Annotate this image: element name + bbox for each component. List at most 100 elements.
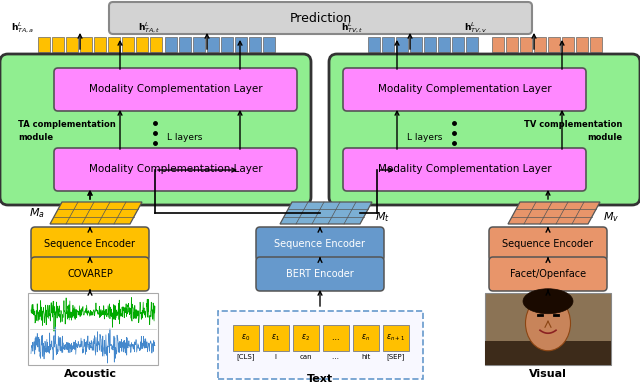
Text: BERT Encoder: BERT Encoder <box>286 269 354 279</box>
Bar <box>232 325 259 351</box>
Bar <box>249 37 261 52</box>
Bar <box>235 37 247 52</box>
Text: Facet/Openface: Facet/Openface <box>510 269 586 279</box>
Text: TA complementation: TA complementation <box>18 120 116 129</box>
Bar <box>108 37 120 52</box>
Ellipse shape <box>523 289 573 314</box>
Bar <box>122 37 134 52</box>
FancyBboxPatch shape <box>54 68 297 111</box>
Text: $\varepsilon_0$: $\varepsilon_0$ <box>241 333 250 343</box>
FancyBboxPatch shape <box>489 227 607 261</box>
Bar <box>323 325 349 351</box>
Text: Modality Complementation Layer: Modality Complementation Layer <box>378 164 551 175</box>
Text: Text: Text <box>307 374 333 384</box>
Text: Modality Complementation Layer: Modality Complementation Layer <box>378 84 551 94</box>
Bar <box>221 37 233 52</box>
Bar <box>94 37 106 52</box>
Bar <box>548 37 560 52</box>
Text: $\cdots$: $\cdots$ <box>332 354 340 360</box>
FancyBboxPatch shape <box>109 2 532 34</box>
Text: L layers: L layers <box>406 134 442 142</box>
Bar <box>410 37 422 52</box>
Bar <box>534 37 546 52</box>
Bar <box>292 325 319 351</box>
Bar <box>136 37 148 52</box>
Bar <box>80 37 92 52</box>
FancyBboxPatch shape <box>343 148 586 191</box>
Text: $M_v$: $M_v$ <box>603 210 620 224</box>
Text: $\mathbf{h}^L_{TA,t}$: $\mathbf{h}^L_{TA,t}$ <box>138 20 161 35</box>
Bar <box>179 37 191 52</box>
Bar <box>396 37 408 52</box>
Bar <box>353 325 378 351</box>
Text: $\varepsilon_2$: $\varepsilon_2$ <box>301 333 310 343</box>
Text: hit: hit <box>361 354 370 360</box>
Text: [CLS]: [CLS] <box>236 354 255 360</box>
Text: $M_t$: $M_t$ <box>375 210 390 224</box>
Text: Sequence Encoder: Sequence Encoder <box>45 239 136 249</box>
Bar <box>492 37 504 52</box>
Bar <box>452 37 464 52</box>
Bar <box>66 37 78 52</box>
Text: $\mathbf{h}^L_{TV,v}$: $\mathbf{h}^L_{TV,v}$ <box>464 20 488 35</box>
FancyBboxPatch shape <box>31 257 149 291</box>
Bar <box>193 37 205 52</box>
Text: Sequence Encoder: Sequence Encoder <box>275 239 365 249</box>
Bar <box>262 325 289 351</box>
Text: L layers: L layers <box>167 134 202 142</box>
Text: $\varepsilon_n$: $\varepsilon_n$ <box>361 333 370 343</box>
Text: $\cdots$: $\cdots$ <box>331 334 340 342</box>
FancyBboxPatch shape <box>489 257 607 291</box>
Text: $M_a$: $M_a$ <box>29 206 45 220</box>
Text: [SEP]: [SEP] <box>387 354 404 360</box>
Bar <box>506 37 518 52</box>
Bar <box>368 37 380 52</box>
Text: Modality Complementation Layer: Modality Complementation Layer <box>89 164 262 175</box>
Bar <box>562 37 574 52</box>
FancyBboxPatch shape <box>256 257 384 291</box>
Bar <box>382 37 394 52</box>
Bar <box>424 37 436 52</box>
Bar <box>383 325 408 351</box>
Text: Prediction: Prediction <box>289 12 351 24</box>
Bar <box>466 37 478 52</box>
Ellipse shape <box>525 296 570 351</box>
Bar <box>520 37 532 52</box>
Bar <box>263 37 275 52</box>
FancyBboxPatch shape <box>256 227 384 261</box>
Polygon shape <box>50 202 142 224</box>
Bar <box>38 37 50 52</box>
Text: module: module <box>18 133 53 142</box>
Text: Acoustic: Acoustic <box>63 369 116 379</box>
Text: $\mathbf{h}^L_{TV,t}$: $\mathbf{h}^L_{TV,t}$ <box>341 20 364 35</box>
Bar <box>218 311 423 379</box>
Text: Sequence Encoder: Sequence Encoder <box>502 239 593 249</box>
Polygon shape <box>280 202 372 224</box>
Text: I: I <box>275 354 276 360</box>
Bar <box>590 37 602 52</box>
Polygon shape <box>508 202 600 224</box>
Text: can: can <box>299 354 312 360</box>
Text: $\varepsilon_{n+1}$: $\varepsilon_{n+1}$ <box>386 333 405 343</box>
Text: module: module <box>587 133 622 142</box>
Text: $\varepsilon_1$: $\varepsilon_1$ <box>271 333 280 343</box>
Bar <box>28 293 158 365</box>
FancyBboxPatch shape <box>31 227 149 261</box>
Bar <box>207 37 219 52</box>
Bar <box>52 37 64 52</box>
Text: TV complementation: TV complementation <box>524 120 622 129</box>
Bar <box>485 341 611 365</box>
FancyBboxPatch shape <box>329 54 640 205</box>
Text: COVAREP: COVAREP <box>67 269 113 279</box>
FancyBboxPatch shape <box>0 54 311 205</box>
Bar <box>576 37 588 52</box>
Text: Modality Complementation Layer: Modality Complementation Layer <box>89 84 262 94</box>
FancyBboxPatch shape <box>54 148 297 191</box>
Bar <box>165 37 177 52</box>
Bar <box>150 37 162 52</box>
FancyBboxPatch shape <box>343 68 586 111</box>
Bar <box>438 37 450 52</box>
Bar <box>485 293 611 365</box>
Text: $\mathbf{h}^L_{TA,a}$: $\mathbf{h}^L_{TA,a}$ <box>11 20 34 35</box>
Text: Visual: Visual <box>529 369 567 379</box>
